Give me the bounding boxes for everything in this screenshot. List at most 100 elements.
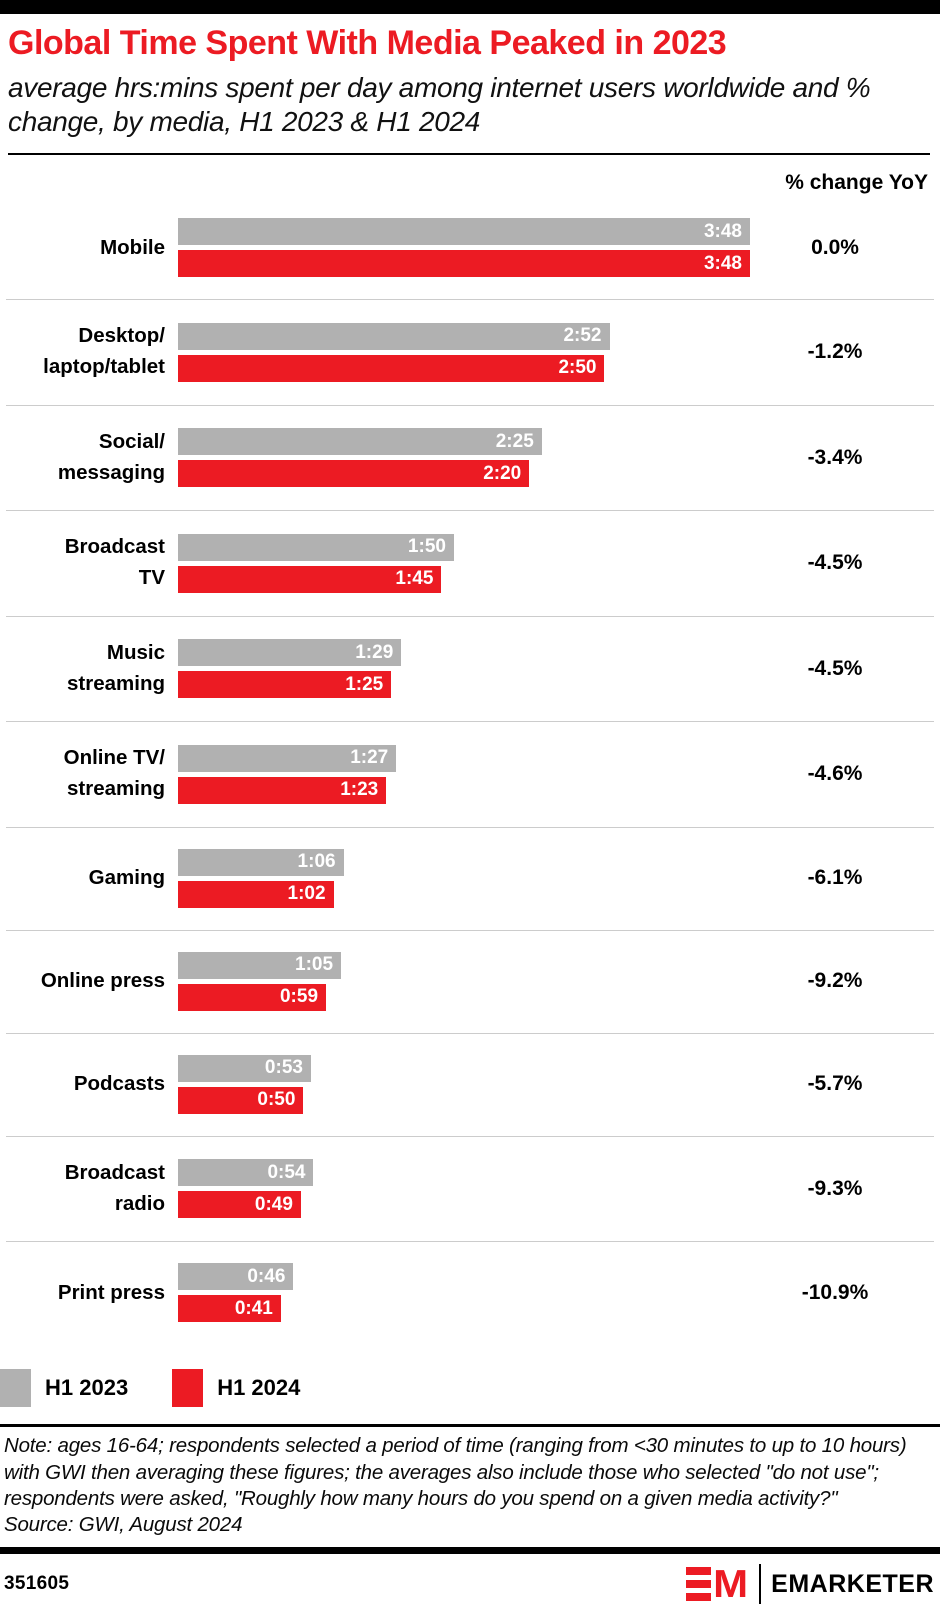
bar-group: 1:29 1:25 [178, 639, 750, 699]
bar-h1-2024-value-label: 3:48 [703, 252, 742, 274]
bar-h1-2023: 1:06 [178, 848, 344, 876]
chart-row: Podcasts 0:53 0:50 -5.7% [6, 1034, 934, 1137]
chart-row: Gaming 1:06 1:02 -6.1% [6, 828, 934, 931]
chart-row: Mobile 3:48 3:48 0.0% [6, 197, 934, 301]
bar-h1-2023: 1:27 [178, 744, 397, 772]
chart-row: Broadcast radio 0:54 0:49 -9.3% [6, 1137, 934, 1243]
footer: 351605 M EMARKETER [0, 1554, 940, 1606]
row-category-label: Music streaming [67, 640, 165, 695]
bar-h1-2024: 2:50 [178, 354, 605, 382]
row-category-label: Desktop/ laptop/tablet [43, 324, 165, 379]
legend-label: H1 2024 [217, 1375, 301, 1401]
chart-row: Online press 1:05 0:59 -9.2% [6, 931, 934, 1034]
bar-h1-2024-value-label: 0:41 [234, 1297, 273, 1319]
pct-change-value: -10.9% [801, 1280, 869, 1304]
chart-header: Global Time Spent With Media Peaked in 2… [0, 14, 940, 156]
bar-h1-2023: 2:52 [178, 322, 610, 350]
top-black-bar [0, 0, 940, 14]
bar-h1-2024: 1:45 [178, 565, 442, 593]
bar-group: 3:48 3:48 [178, 218, 750, 278]
bar-h1-2023-value-label: 2:25 [495, 430, 534, 452]
bar-group: 1:06 1:02 [178, 848, 750, 908]
pct-change-value: -4.6% [807, 762, 863, 786]
bar-h1-2024: 1:02 [178, 880, 334, 908]
footer-black-bar [0, 1547, 940, 1555]
row-category-label: Mobile [100, 235, 165, 259]
bar-h1-2024: 0:50 [178, 1086, 304, 1114]
bar-h1-2023-value-label: 2:52 [563, 325, 602, 347]
bar-group: 2:25 2:20 [178, 428, 750, 488]
legend: H1 2023 H1 2024 [0, 1368, 940, 1408]
pct-change-value: -3.4% [807, 445, 863, 469]
chart-row: Music streaming 1:29 1:25 -4.5% [6, 617, 934, 723]
bar-h1-2024-value-label: 1:02 [287, 883, 326, 905]
bar-h1-2024-value-label: 1:45 [395, 568, 434, 590]
bar-h1-2024-value-label: 2:20 [483, 462, 522, 484]
bar-h1-2024: 0:49 [178, 1191, 301, 1219]
bar-h1-2023-value-label: 1:29 [355, 641, 394, 663]
bar-h1-2023: 0:46 [178, 1263, 294, 1291]
bar-h1-2023: 1:05 [178, 951, 342, 979]
chart-row: Print press 0:46 0:41 -10.9% [6, 1242, 934, 1344]
row-category-label: Online TV/ streaming [63, 746, 165, 801]
legend-swatch-icon [0, 1369, 31, 1408]
bar-h1-2023-value-label: 0:53 [264, 1057, 303, 1079]
source-text: Source: GWI, August 2024 [4, 1513, 243, 1537]
bar-group: 2:52 2:50 [178, 322, 750, 382]
bar-h1-2023-value-label: 1:50 [407, 536, 446, 558]
legend-item: H1 2024 [172, 1369, 344, 1408]
legend-swatch-icon [172, 1369, 204, 1408]
bar-group: 0:53 0:50 [178, 1054, 750, 1114]
row-category-label: Print press [57, 1280, 165, 1304]
chart-title: Global Time Spent With Media Peaked in 2… [8, 24, 727, 62]
bar-h1-2024-value-label: 0:50 [257, 1089, 296, 1111]
bar-group: 0:46 0:41 [178, 1263, 750, 1323]
footnote-divider [0, 1424, 940, 1428]
chart-row: Desktop/ laptop/tablet 2:52 2:50 -1.2% [6, 300, 934, 406]
bar-h1-2024-value-label: 1:25 [345, 673, 384, 695]
pct-change-value: -5.7% [807, 1072, 863, 1096]
pct-change-value: -9.2% [807, 969, 863, 993]
bar-group: 1:27 1:23 [178, 744, 750, 804]
header-divider [8, 153, 930, 156]
bar-h1-2023: 2:25 [178, 428, 542, 456]
row-category-label: Podcasts [73, 1072, 165, 1096]
chart-subtitle: average hrs:mins spent per day among int… [8, 72, 871, 138]
pct-change-value: -4.5% [807, 656, 863, 680]
pct-change-value: -1.2% [807, 340, 863, 364]
bar-h1-2024: 2:20 [178, 460, 530, 488]
bar-group: 1:05 0:59 [178, 951, 750, 1011]
pct-change-value: -9.3% [807, 1176, 863, 1200]
emarketer-logo: M EMARKETER [686, 1562, 934, 1606]
logo-divider [759, 1564, 762, 1605]
pct-change-value: 0.0% [811, 235, 859, 259]
bar-group: 1:50 1:45 [178, 533, 750, 593]
bar-h1-2024: 1:23 [178, 776, 387, 804]
logo-wordmark: EMARKETER [771, 1569, 934, 1598]
bar-h1-2024: 3:48 [178, 250, 750, 278]
legend-item: H1 2023 [0, 1369, 172, 1408]
bar-h1-2024-value-label: 2:50 [558, 357, 597, 379]
bar-h1-2023-value-label: 0:46 [247, 1265, 286, 1287]
bar-h1-2023: 1:29 [178, 639, 402, 667]
chart-id: 351605 [4, 1573, 70, 1595]
row-category-label: Gaming [88, 866, 165, 890]
bar-h1-2024-value-label: 0:59 [279, 986, 319, 1008]
bar-h1-2023: 1:50 [178, 533, 454, 561]
chart-row: Social/ messaging 2:25 2:20 -3.4% [6, 406, 934, 512]
legend-label: H1 2023 [45, 1375, 129, 1401]
chart-row: Online TV/ streaming 1:27 1:23 -4.6% [6, 722, 934, 828]
row-category-label: Broadcast radio [64, 1160, 165, 1215]
logo-e-bars-icon [686, 1567, 712, 1602]
bar-h1-2023-value-label: 1:06 [297, 851, 336, 873]
note-text: Note: ages 16-64; respondents selected a… [4, 1434, 907, 1510]
chart-row: Broadcast TV 1:50 1:45 -4.5% [6, 511, 934, 617]
bar-h1-2024: 0:41 [178, 1295, 281, 1323]
bar-h1-2023-value-label: 1:27 [350, 747, 389, 769]
bar-h1-2024-value-label: 0:49 [254, 1193, 293, 1215]
logo-m-letter: M [713, 1562, 748, 1606]
row-category-label: Social/ messaging [57, 429, 165, 484]
em-monogram-icon: M [686, 1562, 748, 1606]
bar-h1-2023-value-label: 3:48 [703, 220, 742, 242]
